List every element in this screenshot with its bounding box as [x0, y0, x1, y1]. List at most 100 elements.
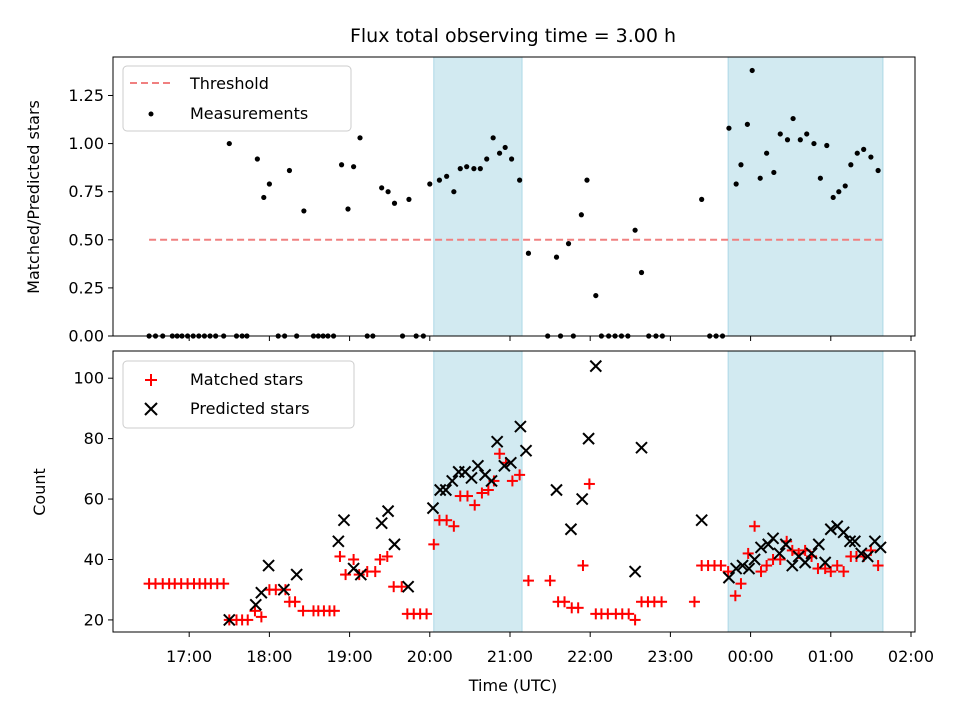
- measurement-point: [266, 181, 272, 187]
- measurement-point: [254, 156, 260, 162]
- measurement-point: [565, 241, 572, 247]
- threshold-legend-label: Threshold: [189, 74, 269, 93]
- measurement-point: [764, 150, 770, 156]
- predicted-point: [754, 541, 768, 554]
- predicted-point: [855, 547, 868, 560]
- matched-legend-icon: [145, 374, 157, 386]
- predicted-point: [589, 359, 603, 373]
- predicted-point: [729, 562, 743, 575]
- predicted-point: [354, 568, 368, 581]
- measurement-point: [848, 162, 854, 168]
- measurement-point: [790, 115, 796, 122]
- predicted-point: [471, 459, 485, 473]
- measurement-point: [427, 181, 433, 187]
- measurement-point: [477, 166, 483, 172]
- matched-point: [715, 560, 727, 572]
- predicted-point: [434, 483, 447, 497]
- predicted-legend-icon: [144, 402, 158, 416]
- matched-point: [381, 550, 393, 562]
- shaded-region: [727, 56, 884, 337]
- x-tick-label: 01:00: [808, 647, 854, 666]
- measurement-point: [749, 67, 755, 74]
- matched-point: [629, 614, 641, 626]
- measurement-point: [338, 162, 345, 168]
- measurement-point: [757, 175, 763, 181]
- predicted-point: [332, 535, 345, 548]
- measurement-point: [797, 137, 803, 143]
- predicted-point: [490, 435, 504, 448]
- ratio-y-tick-label: 0.00: [68, 327, 104, 346]
- count-y-tick-label: 100: [73, 369, 104, 388]
- predicted-point: [337, 513, 351, 527]
- matched-point: [514, 469, 526, 481]
- predicted-point: [401, 580, 415, 593]
- measurement-point: [811, 140, 817, 147]
- measurement-point: [502, 144, 508, 151]
- matched-point: [494, 448, 506, 460]
- predicted-point: [786, 559, 799, 572]
- matched-point: [819, 563, 831, 575]
- predicted-point: [519, 444, 533, 457]
- measurements-legend-icon: [148, 111, 154, 117]
- measurement-point: [301, 208, 307, 214]
- ratio-y-axis-label: Matched/Predicted stars: [24, 100, 43, 294]
- count-legend-box: [122, 360, 355, 429]
- ratio-panel-frame: [112, 56, 916, 337]
- count-panel: 20 40 60 80 100 17:00 18:00 19:00 20:00 21:00 22:…: [30, 350, 934, 695]
- x-axis-label: Time (UTC): [468, 676, 557, 695]
- predicted-point: [498, 459, 511, 473]
- matched-point: [469, 499, 481, 511]
- matched-point: [774, 553, 786, 565]
- measurement-point: [784, 137, 791, 143]
- matched-point: [688, 596, 700, 608]
- matched-point: [572, 602, 584, 614]
- count-panel-frame: [112, 350, 916, 633]
- predicted-point: [628, 565, 642, 578]
- predicted-legend-label: Predicted stars: [190, 399, 310, 418]
- ratio-y-tick-label: 1.00: [68, 134, 104, 153]
- matched-point: [831, 560, 843, 572]
- measurement-point: [379, 185, 385, 191]
- matched-point: [428, 538, 440, 550]
- matched-point: [353, 569, 365, 581]
- shaded-region: [727, 350, 884, 633]
- predicted-point: [465, 471, 478, 485]
- measurements-legend-label: Measurements: [190, 104, 308, 123]
- matched-point: [577, 560, 589, 572]
- predicted-point: [439, 483, 453, 497]
- measurement-point: [699, 196, 705, 202]
- predicted-point: [381, 504, 395, 518]
- measurement-point: [738, 162, 744, 168]
- predicted-point: [375, 517, 388, 530]
- measurement-point: [464, 164, 470, 170]
- measurement-point: [357, 135, 363, 141]
- matched-point: [279, 584, 291, 596]
- measurement-point: [632, 227, 638, 233]
- matched-point: [742, 547, 754, 559]
- measurement-point: [854, 150, 860, 156]
- predicted-point: [262, 559, 275, 572]
- predicted-point: [798, 556, 812, 569]
- measurement-point: [875, 167, 881, 174]
- predicted-point: [249, 598, 262, 612]
- matched-point: [583, 478, 595, 490]
- matched-point: [825, 566, 837, 578]
- matched-point: [242, 614, 254, 626]
- x-tick-label: 22:00: [567, 647, 613, 666]
- matched-point: [729, 590, 741, 602]
- ratio-y-tick-label: 0.75: [68, 182, 104, 201]
- measurement-point: [471, 166, 477, 172]
- measurement-point: [351, 164, 357, 170]
- count-y-tick-label: 20: [84, 610, 104, 629]
- measurement-point: [584, 177, 590, 183]
- shaded-region: [433, 56, 523, 337]
- measurement-point: [578, 212, 584, 218]
- matched-legend-label: Matched stars: [190, 370, 303, 389]
- predicted-point: [426, 501, 440, 515]
- matched-point: [340, 569, 352, 581]
- measurement-point: [817, 175, 823, 181]
- measurement-point: [726, 125, 732, 131]
- measurement-point: [496, 150, 503, 156]
- ratio-y-tick-label: 0.25: [68, 278, 104, 297]
